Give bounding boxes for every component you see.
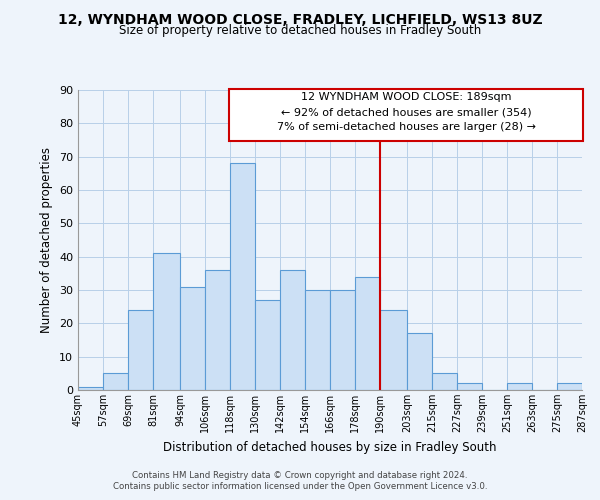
Bar (230, 164, 255, 390)
Y-axis label: Number of detached properties: Number of detached properties (40, 147, 53, 333)
Bar (557, 384, 582, 390)
Bar (280, 270, 305, 390)
Text: Contains HM Land Registry data © Crown copyright and database right 2024.: Contains HM Land Registry data © Crown c… (132, 471, 468, 480)
Bar (205, 270, 230, 390)
Text: Contains public sector information licensed under the Open Government Licence v3: Contains public sector information licen… (113, 482, 487, 491)
Bar (380, 310, 407, 390)
Text: ← 92% of detached houses are smaller (354): ← 92% of detached houses are smaller (35… (281, 108, 532, 118)
Bar (180, 286, 205, 390)
Bar (407, 334, 432, 390)
Text: 7% of semi-detached houses are larger (28) →: 7% of semi-detached houses are larger (2… (277, 122, 536, 132)
Bar (128, 310, 153, 390)
Text: Size of property relative to detached houses in Fradley South: Size of property relative to detached ho… (119, 24, 481, 37)
Bar (78, 386, 103, 390)
Bar (457, 384, 482, 390)
X-axis label: Distribution of detached houses by size in Fradley South: Distribution of detached houses by size … (163, 440, 497, 454)
Bar (255, 300, 280, 390)
Text: 12, WYNDHAM WOOD CLOSE, FRADLEY, LICHFIELD, WS13 8UZ: 12, WYNDHAM WOOD CLOSE, FRADLEY, LICHFIE… (58, 12, 542, 26)
Bar (330, 290, 355, 390)
Bar (153, 254, 180, 390)
Bar (103, 374, 128, 390)
Bar (432, 374, 457, 390)
Bar (305, 290, 330, 390)
Bar (507, 384, 532, 390)
Text: 12 WYNDHAM WOOD CLOSE: 189sqm: 12 WYNDHAM WOOD CLOSE: 189sqm (301, 92, 511, 102)
Bar (355, 276, 380, 390)
